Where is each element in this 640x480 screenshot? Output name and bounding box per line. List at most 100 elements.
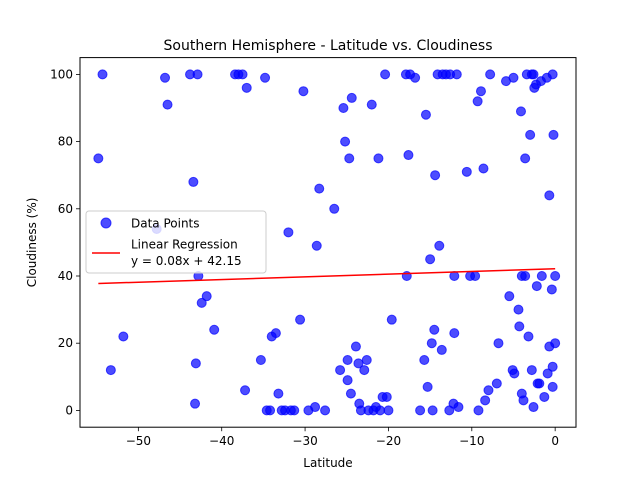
data-point [118, 331, 129, 342]
data-point [518, 395, 529, 406]
data-point [381, 391, 392, 402]
data-point [546, 284, 557, 295]
data-point [162, 99, 173, 110]
data-point [429, 324, 440, 335]
data-point [209, 324, 220, 335]
legend-label-regression: Linear Regression [131, 238, 238, 252]
data-point [310, 402, 321, 413]
data-point [105, 365, 116, 376]
legend: Data Points Linear Regression y = 0.08x … [85, 210, 267, 274]
data-point [544, 190, 555, 201]
data-point [526, 365, 537, 376]
data-point [340, 136, 351, 147]
legend-box [85, 210, 267, 274]
data-point [472, 96, 483, 107]
data-point [383, 405, 394, 416]
data-point [419, 355, 430, 365]
data-point [473, 405, 484, 416]
data-point [427, 405, 438, 416]
data-point [493, 338, 504, 349]
data-point [415, 405, 426, 416]
data-point [525, 129, 536, 140]
data-point [550, 338, 561, 349]
data-point [201, 291, 212, 302]
data-point [311, 240, 322, 251]
data-point [320, 405, 331, 416]
data-point [536, 271, 547, 281]
data-point [528, 69, 539, 80]
data-point [380, 69, 391, 80]
data-point [504, 291, 515, 302]
data-point [403, 150, 414, 161]
plot-frame [79, 57, 577, 428]
data-point [508, 72, 519, 83]
data-point [270, 328, 281, 339]
data-point [329, 203, 340, 214]
data-point [539, 391, 550, 402]
data-point [478, 163, 489, 174]
data-point [361, 355, 372, 365]
data-point [346, 92, 357, 103]
legend-label-regression-equation: y = 0.08x + 42.15 [131, 254, 242, 268]
data-point [548, 129, 559, 140]
x-tick-label: −50 [126, 434, 151, 448]
y-tick-label: 100 [50, 67, 73, 81]
data-point [255, 355, 266, 365]
data-point [335, 365, 346, 376]
data-point [373, 153, 384, 164]
x-tick-label: −40 [209, 434, 234, 448]
data-point [359, 365, 370, 376]
data-point [196, 297, 207, 308]
data-point [453, 402, 464, 413]
data-point [160, 72, 171, 83]
data-point [491, 378, 502, 389]
data-point [190, 398, 201, 409]
data-point [188, 176, 199, 187]
data-point [451, 69, 462, 80]
legend-marker-data-points [100, 217, 112, 229]
data-point [480, 395, 491, 406]
y-axis-ticks: 0 20 40 60 80 100 [50, 67, 80, 417]
data-point [386, 314, 397, 325]
data-point [509, 368, 520, 379]
data-point [523, 331, 534, 342]
data-point [345, 388, 356, 399]
data-point [514, 321, 525, 332]
data-point [241, 82, 252, 93]
data-point [550, 271, 561, 281]
x-axis-label: Latitude [303, 456, 352, 470]
data-point [314, 183, 325, 194]
x-tick-label: 0 [551, 434, 559, 448]
data-point [547, 381, 558, 392]
y-tick-label: 40 [58, 269, 73, 283]
data-point [520, 271, 531, 281]
data-point [475, 86, 486, 97]
y-tick-label: 60 [58, 202, 73, 216]
data-point [342, 355, 353, 365]
data-point [350, 341, 361, 352]
data-point [434, 240, 445, 251]
data-point [192, 69, 203, 80]
x-tick-label: −30 [292, 434, 317, 448]
x-tick-label: −20 [376, 434, 401, 448]
data-point [375, 405, 386, 416]
data-point [240, 385, 251, 396]
x-tick-label: −10 [459, 434, 484, 448]
data-point [410, 72, 421, 83]
data-point [420, 109, 431, 120]
data-point [366, 99, 377, 110]
data-point [353, 358, 364, 369]
data-point [295, 314, 306, 325]
data-point [515, 106, 526, 117]
data-point [289, 405, 300, 416]
data-point [425, 254, 436, 265]
y-tick-label: 80 [58, 135, 73, 149]
chart-title: Southern Hemisphere - Latitude vs. Cloud… [164, 38, 493, 54]
data-point [483, 385, 494, 396]
data-point [237, 69, 248, 80]
regression-line [98, 268, 556, 285]
data-point [513, 304, 524, 315]
data-point [97, 69, 108, 80]
data-point [283, 227, 294, 238]
